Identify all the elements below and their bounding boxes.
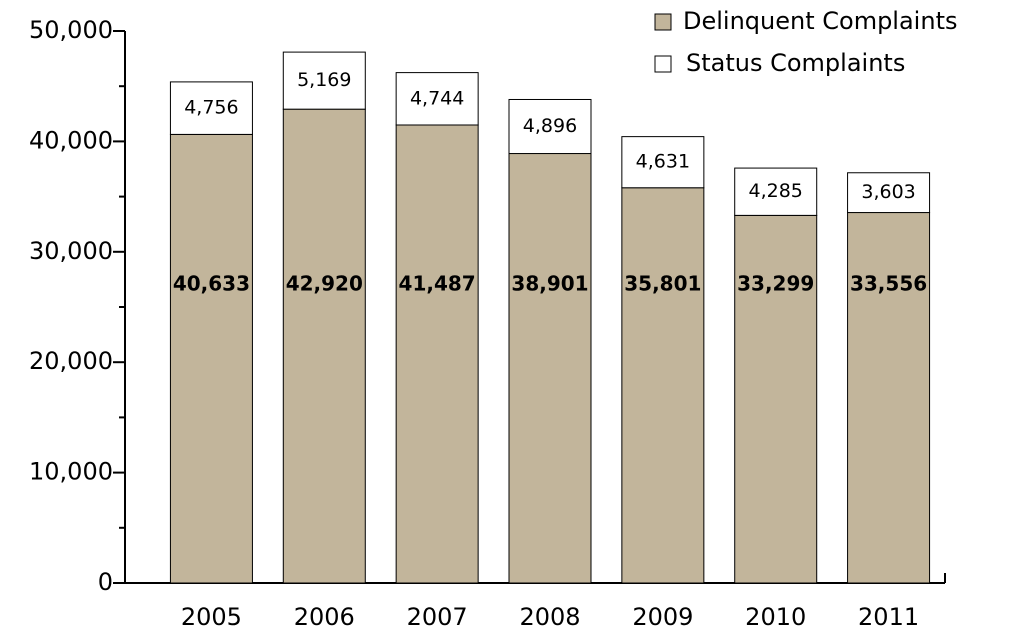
data-label: 38,901 [511, 272, 588, 296]
bar-segment [508, 98, 592, 155]
x-tick-label: 2011 [858, 603, 919, 631]
data-label: 4,896 [523, 115, 577, 137]
bar-segment [621, 187, 705, 584]
data-label: 40,633 [173, 272, 250, 296]
data-label: 41,487 [399, 272, 476, 296]
data-label: 4,756 [184, 97, 238, 119]
x-tick-label: 2006 [294, 603, 355, 631]
y-tick-label: 0 [98, 568, 113, 596]
bar-segment [169, 81, 253, 135]
y-tick-label: 30,000 [29, 237, 113, 265]
bar-segment [847, 212, 931, 584]
x-tick-label: 2009 [632, 603, 693, 631]
data-label: 4,744 [410, 87, 464, 109]
bar-segment [847, 172, 931, 214]
x-tick-label: 2010 [745, 603, 806, 631]
bar-segment [734, 167, 818, 216]
data-label: 33,556 [850, 272, 927, 296]
bar-segment [282, 108, 366, 584]
y-tick-label: 40,000 [29, 126, 113, 154]
legend-swatch [654, 55, 672, 73]
data-label: 33,299 [737, 272, 814, 296]
bar-segment [621, 136, 705, 189]
bar-segment [169, 133, 253, 584]
legend-swatch [654, 13, 672, 31]
bar-segment [734, 214, 818, 584]
legend-label: Delinquent Complaints [683, 7, 957, 35]
data-label: 4,285 [749, 180, 803, 202]
x-tick-label: 2007 [407, 603, 468, 631]
bar-segment [395, 72, 479, 126]
data-label: 3,603 [861, 181, 915, 203]
data-label: 42,920 [286, 272, 363, 296]
x-tick-label: 2008 [519, 603, 580, 631]
y-tick-label: 20,000 [29, 347, 113, 375]
data-label: 4,631 [636, 151, 690, 173]
x-tick-label: 2005 [181, 603, 242, 631]
y-tick-label: 10,000 [29, 458, 113, 486]
y-tick-label: 50,000 [29, 16, 113, 44]
data-label: 35,801 [624, 272, 701, 296]
bar-segment [395, 124, 479, 584]
data-label: 5,169 [297, 69, 351, 91]
bar-segment [282, 51, 366, 110]
legend-label: Status Complaints [686, 49, 905, 77]
bar-segment [508, 153, 592, 584]
